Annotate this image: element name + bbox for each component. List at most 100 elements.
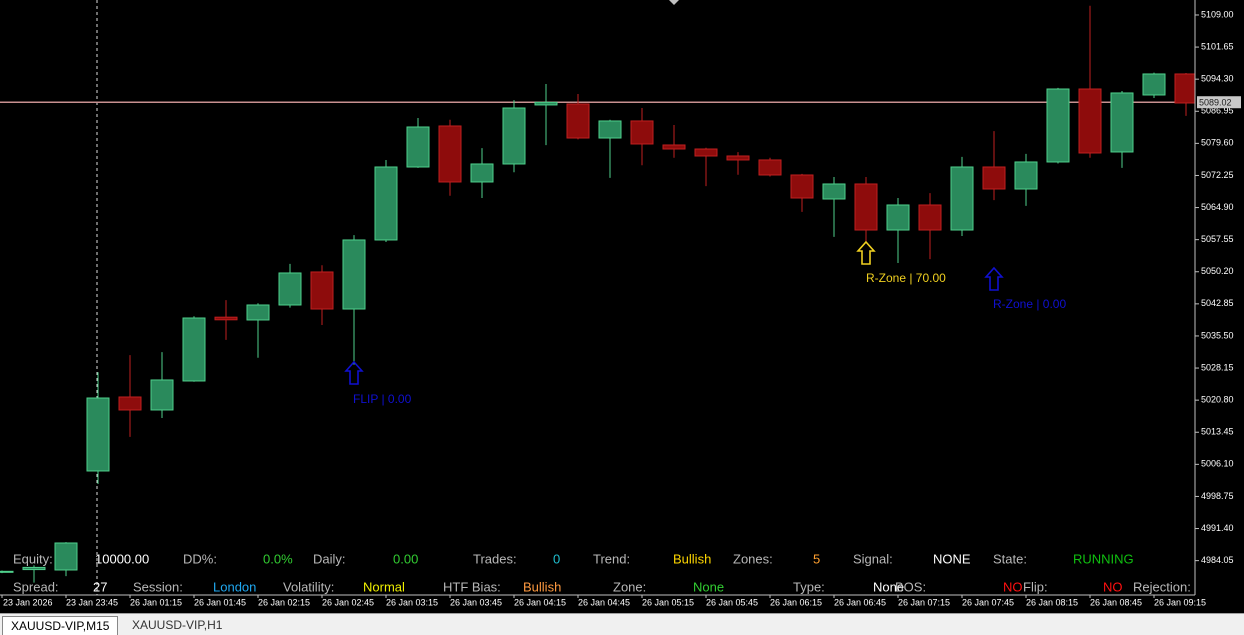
candle-body [598, 120, 622, 139]
dashboard-value: NO [1003, 579, 1023, 594]
price-label-box [1197, 96, 1241, 109]
y-tick-label: 5035.50 [1201, 330, 1234, 340]
dashboard-label: Signal: [853, 551, 893, 566]
x-tick-label: 26 Jan 09:15 [1154, 597, 1206, 607]
annotation: R-Zone | 0.00 [993, 297, 1066, 311]
candle-body [374, 166, 398, 241]
candle-body [182, 317, 206, 382]
candle-body [758, 159, 782, 176]
candle-body [982, 166, 1006, 190]
dashboard-label: State: [993, 551, 1027, 566]
y-tick-label: 5101.65 [1201, 41, 1234, 51]
candle-body [342, 239, 366, 310]
candle-body [822, 183, 846, 200]
x-tick-label: 26 Jan 02:15 [258, 597, 310, 607]
dashboard-label: Type: [793, 579, 825, 594]
candle-body [950, 166, 974, 231]
dashboard-value: NONE [933, 551, 971, 566]
annotation: FLIP | 0.00 [353, 392, 412, 406]
plot-area: FLIP | 0.00 R-Zone | 70.00 R-Zone | 0.00 Eq… [0, 0, 1195, 595]
dashboard-label: Rejection: [1133, 579, 1191, 594]
candle-body [150, 379, 174, 411]
annotation: R-Zone | 70.00 [866, 271, 946, 285]
chart-tab[interactable]: XAUUSD-VIP,M15 [2, 616, 119, 635]
y-tick-label: 5064.90 [1201, 202, 1234, 212]
dashboard-label: Zones: [733, 551, 773, 566]
chart-tab[interactable]: XAUUSD-VIP,H1 [132, 618, 223, 632]
candle-body [1174, 73, 1195, 104]
x-tick-label: 26 Jan 01:15 [130, 597, 182, 607]
candle-body [438, 125, 462, 183]
y-tick-label: 4998.75 [1201, 491, 1234, 501]
dashboard-label: Volatility: [283, 579, 334, 594]
signal-arrow [344, 360, 364, 385]
y-tick-label: 5013.45 [1201, 427, 1234, 437]
candle-body [726, 155, 750, 161]
dashboard-value: Bullish [673, 551, 711, 566]
y-tick-label: 4984.05 [1201, 555, 1234, 565]
candle-body [1046, 88, 1070, 163]
candle-body [54, 542, 78, 571]
shift-marker [669, 0, 679, 5]
y-tick-label: 5028.15 [1201, 362, 1234, 372]
x-tick-label: 23 Jan 23:45 [66, 597, 118, 607]
y-tick-label: 5079.60 [1201, 138, 1234, 148]
x-tick-label: 26 Jan 03:15 [386, 597, 438, 607]
dashboard-label: Zone: [613, 579, 646, 594]
dashboard-label: Flip: [1023, 579, 1048, 594]
candle-body [406, 126, 430, 168]
candle-body [118, 396, 142, 411]
x-tick-label: 26 Jan 05:45 [706, 597, 758, 607]
y-tick-label: 5006.10 [1201, 459, 1234, 469]
y-tick-label: 5042.85 [1201, 298, 1234, 308]
x-tick-label: 26 Jan 01:45 [194, 597, 246, 607]
candle-body [246, 304, 270, 321]
x-tick-label: 26 Jan 06:45 [834, 597, 886, 607]
dashboard-value: 0 [553, 551, 560, 566]
candle-body [470, 163, 494, 183]
dashboard-label: Daily: [313, 551, 346, 566]
signal-arrow [856, 240, 876, 265]
x-tick-label: 26 Jan 03:45 [450, 597, 502, 607]
tab-bar: XAUUSD-VIP,M15 XAUUSD-VIP,H1 [0, 613, 1244, 635]
dashboard-label: DD%: [183, 551, 217, 566]
y-tick-label: 4991.40 [1201, 523, 1234, 533]
candle-body [278, 272, 302, 306]
candle-body [918, 204, 942, 231]
signal-arrow [984, 266, 1004, 291]
x-tick-label: 26 Jan 08:15 [1026, 597, 1078, 607]
dashboard-value: London [213, 579, 256, 594]
candle-body [1078, 88, 1102, 154]
y-tick-label: 5050.20 [1201, 266, 1234, 276]
candle-body [310, 271, 334, 310]
candle-body [854, 183, 878, 231]
y-tick-label: 5086.95 [1201, 106, 1234, 116]
dashboard-label: Spread: [13, 579, 59, 594]
chart: FLIP | 0.00 R-Zone | 70.00 R-Zone | 0.00 Eq… [0, 0, 1241, 608]
candle-body [630, 120, 654, 145]
x-tick-label: 26 Jan 07:45 [962, 597, 1014, 607]
dashboard-label: Equity: [13, 551, 53, 566]
y-tick-label: 5072.25 [1201, 170, 1234, 180]
y-tick-label: 5057.55 [1201, 234, 1234, 244]
candle-body [1110, 92, 1134, 153]
dashboard-value: Bullish [523, 579, 561, 594]
x-tick-label: 26 Jan 04:15 [514, 597, 566, 607]
candle-body [694, 148, 718, 157]
y-tick-label: 5020.80 [1201, 395, 1234, 405]
dashboard-value: 5 [813, 551, 820, 566]
candle-body [886, 204, 910, 231]
x-tick-label: 23 Jan 2026 [3, 597, 53, 607]
dashboard-label: Trend: [593, 551, 630, 566]
dashboard-value: 27 [93, 579, 107, 594]
candle-body [502, 107, 526, 165]
candle-body [1142, 73, 1166, 96]
dashboard-value: RUNNING [1073, 551, 1134, 566]
dashboard-value: 0.0% [263, 551, 293, 566]
dashboard-value: 10000.00 [95, 551, 149, 566]
candle-body [566, 103, 590, 139]
candle-body [1014, 161, 1038, 190]
x-tick-label: 26 Jan 06:15 [770, 597, 822, 607]
x-tick-label: 26 Jan 07:15 [898, 597, 950, 607]
